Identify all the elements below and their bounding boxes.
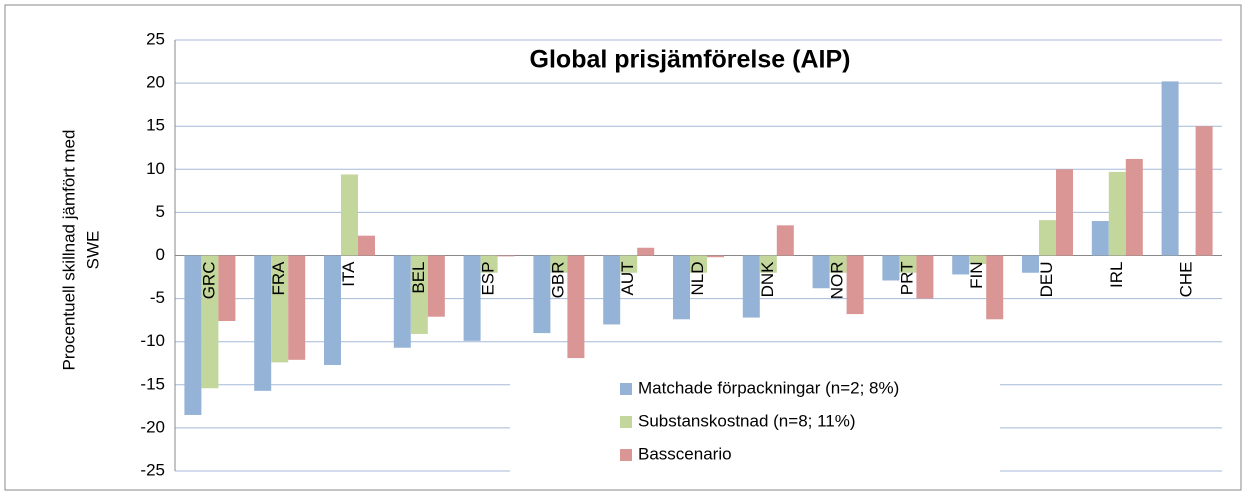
y-tick-label: -5	[150, 288, 165, 307]
bar	[1091, 221, 1109, 256]
legend-label: Basscenario	[638, 444, 732, 463]
legend-label: Matchade förpackningar (n=2; 8%)	[638, 378, 899, 397]
y-tick-label: -15	[140, 374, 165, 393]
x-tick-label: FIN	[967, 262, 986, 289]
bar	[1056, 169, 1073, 256]
x-tick-label: IRL	[1107, 262, 1126, 288]
bar	[637, 247, 655, 256]
y-tick-label: 20	[146, 73, 165, 92]
x-tick-label: PRT	[897, 262, 916, 296]
bar	[1022, 255, 1039, 273]
x-tick-label: CHE	[1177, 262, 1196, 298]
x-tick-label: BEL	[409, 262, 428, 294]
bar	[218, 255, 236, 322]
bar	[497, 255, 515, 257]
bar	[916, 255, 934, 299]
bar	[707, 255, 724, 258]
x-tick-label: DEU	[1037, 262, 1056, 298]
x-tick-label: ESP	[479, 261, 498, 295]
bar	[324, 255, 341, 365]
bar	[673, 255, 690, 320]
x-tick-label: NLD	[688, 262, 707, 296]
bar	[427, 255, 445, 317]
bar	[254, 255, 272, 391]
y-tick-label: -25	[140, 460, 165, 479]
bar	[742, 255, 760, 318]
bar	[759, 255, 777, 273]
bar	[463, 255, 481, 341]
bar	[1039, 220, 1056, 256]
x-tick-label: FRA	[269, 261, 288, 296]
bar	[1195, 126, 1213, 256]
bar	[567, 255, 585, 359]
x-tick-label: GBR	[548, 262, 567, 299]
y-tick-label: 5	[156, 202, 165, 221]
bar	[969, 255, 987, 265]
bar	[393, 255, 411, 348]
bar	[882, 255, 900, 281]
x-tick-label: NOR	[828, 262, 847, 300]
bar	[480, 255, 498, 273]
bar	[776, 225, 794, 256]
x-tick-label: AUT	[618, 262, 637, 296]
bar	[271, 255, 289, 363]
y-tick-label: -10	[140, 331, 165, 350]
x-tick-label: GRC	[199, 262, 218, 300]
bar	[358, 235, 375, 256]
bar	[812, 255, 830, 289]
bar	[1108, 171, 1126, 256]
legend-swatch	[620, 383, 632, 395]
legend-box	[510, 372, 1000, 482]
y-tick-label: -20	[140, 417, 165, 436]
y-tick-label: 25	[146, 29, 165, 48]
chart-title: Global prisjämförelse (AIP)	[530, 46, 851, 74]
bar	[620, 255, 638, 273]
bar	[986, 255, 1004, 320]
legend-label: Substanskostnad (n=8; 11%)	[638, 411, 856, 430]
bar	[1161, 81, 1179, 256]
bar	[550, 255, 568, 273]
y-tick-label: 15	[146, 116, 165, 135]
x-tick-label: DNK	[758, 261, 777, 298]
y-axis-label: Procentuell skillnad jämfört med	[59, 130, 78, 371]
x-tick-label: ITA	[339, 261, 358, 287]
bar	[533, 255, 551, 334]
bar	[288, 255, 306, 360]
bar	[201, 255, 219, 389]
y-tick-label: 0	[156, 245, 165, 264]
bar	[846, 255, 864, 315]
bar	[184, 255, 202, 415]
bar	[341, 174, 358, 256]
legend-swatch	[620, 449, 632, 461]
y-tick-label: 10	[146, 159, 165, 178]
bar	[690, 255, 707, 273]
bar	[603, 255, 621, 325]
bar	[410, 255, 428, 334]
bar	[952, 255, 970, 275]
bar	[899, 255, 917, 273]
y-axis-label: SWE	[83, 231, 102, 270]
bar	[829, 255, 847, 273]
legend-swatch	[620, 416, 632, 428]
bar	[1125, 158, 1143, 256]
